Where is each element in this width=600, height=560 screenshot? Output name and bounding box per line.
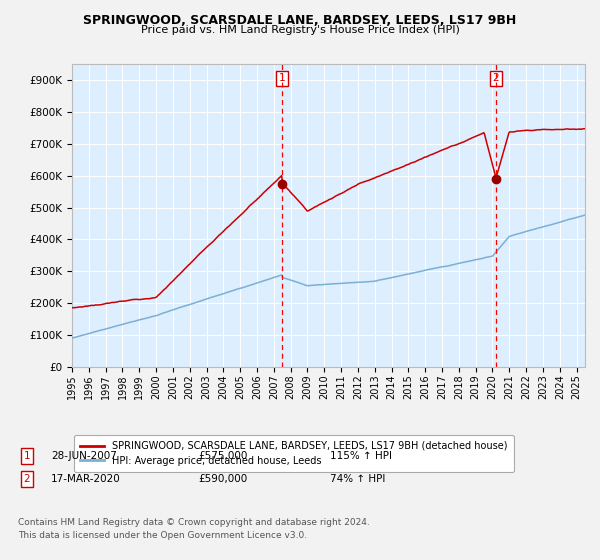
Text: 1: 1 bbox=[279, 73, 286, 83]
Text: SPRINGWOOD, SCARSDALE LANE, BARDSEY, LEEDS, LS17 9BH: SPRINGWOOD, SCARSDALE LANE, BARDSEY, LEE… bbox=[83, 14, 517, 27]
Text: £575,000: £575,000 bbox=[198, 451, 247, 461]
Text: Contains HM Land Registry data © Crown copyright and database right 2024.
This d: Contains HM Land Registry data © Crown c… bbox=[18, 519, 370, 540]
Text: 17-MAR-2020: 17-MAR-2020 bbox=[51, 474, 121, 484]
Text: 1: 1 bbox=[23, 451, 31, 461]
Text: £590,000: £590,000 bbox=[198, 474, 247, 484]
Text: 74% ↑ HPI: 74% ↑ HPI bbox=[330, 474, 385, 484]
Text: 2: 2 bbox=[493, 73, 499, 83]
Legend: SPRINGWOOD, SCARSDALE LANE, BARDSEY, LEEDS, LS17 9BH (detached house), HPI: Aver: SPRINGWOOD, SCARSDALE LANE, BARDSEY, LEE… bbox=[74, 435, 514, 472]
Text: Price paid vs. HM Land Registry's House Price Index (HPI): Price paid vs. HM Land Registry's House … bbox=[140, 25, 460, 35]
Text: 28-JUN-2007: 28-JUN-2007 bbox=[51, 451, 117, 461]
Text: 2: 2 bbox=[23, 474, 31, 484]
Text: 115% ↑ HPI: 115% ↑ HPI bbox=[330, 451, 392, 461]
